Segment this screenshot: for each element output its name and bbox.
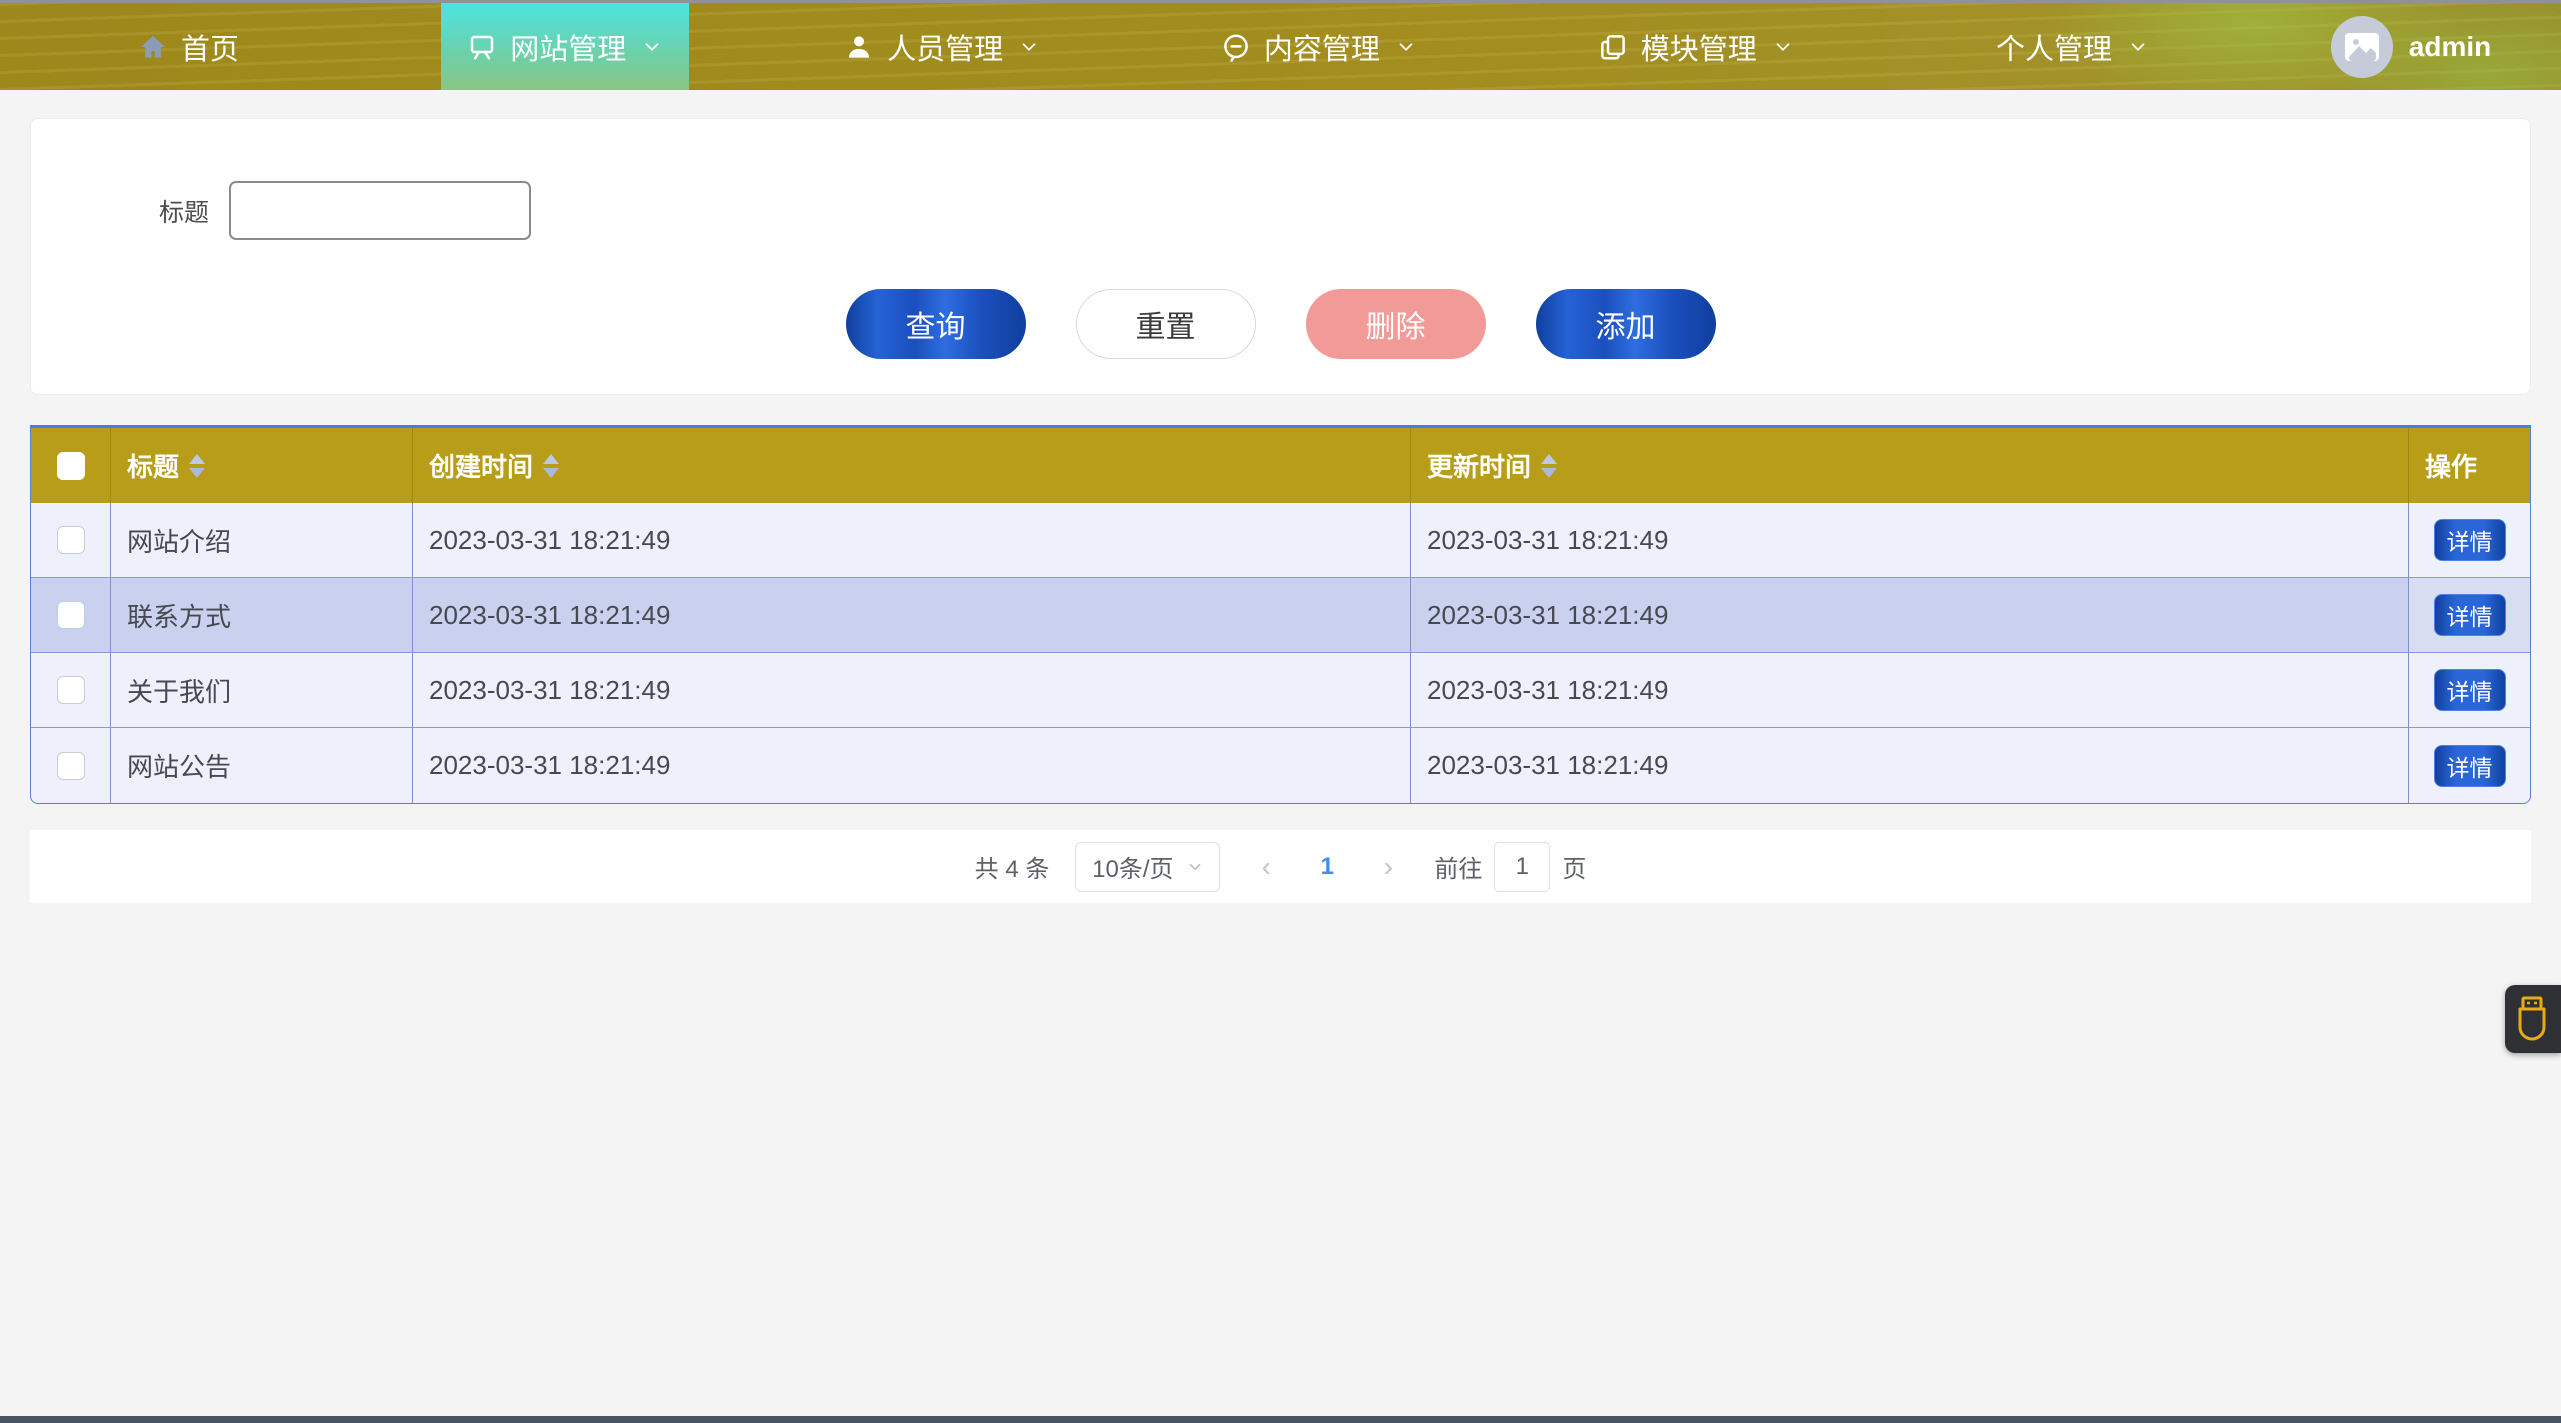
mouse-widget-button[interactable]: [2505, 985, 2561, 1053]
chevron-down-icon: [641, 36, 663, 58]
search-card: 标题 查询 重置 删除 添加: [30, 118, 2531, 395]
table-header-row: 标题 创建时间 更新时间 操作: [31, 428, 2530, 503]
nav-label-module-management: 模块管理: [1640, 33, 1757, 66]
comment-icon: [1221, 32, 1251, 62]
goto-page-input[interactable]: [1494, 841, 1551, 892]
detail-button[interactable]: 详情: [2433, 519, 2506, 561]
table-row[interactable]: 网站介绍 2023-03-31 18:21:49 2023-03-31 18:21:…: [31, 503, 2530, 578]
row-checkbox[interactable]: [56, 601, 85, 629]
page-number-1[interactable]: 1: [1320, 852, 1335, 880]
nav-item-home[interactable]: 首页: [0, 3, 377, 90]
nav-label-site-management: 网站管理: [510, 33, 627, 66]
goto-label: 前往: [1434, 856, 1483, 883]
column-header-title[interactable]: 标题: [111, 428, 413, 503]
column-header-updated[interactable]: 更新时间: [1411, 428, 2409, 503]
nav-item-site-management[interactable]: 网站管理: [377, 3, 754, 90]
detail-button[interactable]: 详情: [2433, 594, 2506, 636]
nav-item-personnel-management[interactable]: 人员管理: [754, 3, 1131, 90]
reset-button[interactable]: 重置: [1075, 289, 1256, 359]
nav-item-content-management[interactable]: 内容管理: [1130, 3, 1507, 90]
total-count-label: 共 4 条: [974, 856, 1050, 883]
board-icon: [467, 32, 497, 62]
chevron-down-icon: [1395, 36, 1417, 58]
table-row[interactable]: 联系方式 2023-03-31 18:21:49 2023-03-31 18:21:…: [31, 578, 2530, 653]
chevron-down-icon: [1189, 863, 1200, 871]
row-checkbox[interactable]: [56, 751, 85, 780]
row-created-cell: 2023-03-31 18:21:49: [413, 503, 1411, 578]
row-created-cell: 2023-03-31 18:21:49: [413, 728, 1411, 803]
navbar: 首页 网站管理 人员: [0, 0, 2561, 90]
chevron-down-icon: [1772, 36, 1794, 58]
nav-items: 首页 网站管理 人员: [0, 3, 2261, 90]
row-title-cell: 联系方式: [111, 578, 413, 653]
chevron-down-icon: [1018, 36, 1040, 58]
page-suffix-label: 页: [1562, 856, 1587, 883]
sort-icon[interactable]: [1541, 453, 1558, 478]
prev-page-button[interactable]: ‹: [1261, 850, 1271, 882]
add-button[interactable]: 添加: [1535, 289, 1716, 359]
next-page-button[interactable]: ›: [1383, 850, 1393, 882]
nav-label-personal-management: 个人管理: [1996, 33, 2113, 66]
row-updated-cell: 2023-03-31 18:21:49: [1411, 653, 2409, 728]
row-checkbox[interactable]: [56, 526, 85, 554]
table-body: 网站介绍 2023-03-31 18:21:49 2023-03-31 18:21:…: [31, 503, 2530, 803]
mouse-icon: [2518, 996, 2546, 1041]
nav-label-personnel-management: 人员管理: [887, 33, 1004, 66]
detail-button[interactable]: 详情: [2433, 744, 2506, 787]
copy-icon: [1598, 32, 1628, 62]
column-header-actions: 操作: [2425, 452, 2478, 482]
chevron-down-icon: [2127, 36, 2149, 58]
row-created-cell: 2023-03-31 18:21:49: [413, 653, 1411, 728]
nav-label-home: 首页: [180, 33, 239, 66]
row-updated-cell: 2023-03-31 18:21:49: [1411, 503, 2409, 578]
bottom-bar: [0, 1416, 2561, 1423]
home-icon: [138, 32, 168, 62]
title-input[interactable]: [229, 181, 532, 240]
nav-label-content-management: 内容管理: [1263, 33, 1380, 66]
row-title-cell: 关于我们: [111, 653, 413, 728]
username-label: admin: [2408, 30, 2492, 62]
avatar: [2330, 15, 2393, 78]
data-table: 标题 创建时间 更新时间 操作 网站介绍 2023-03-31 18:21:49 2…: [30, 425, 2531, 804]
sort-icon[interactable]: [189, 453, 206, 478]
title-label: 标题: [159, 198, 210, 227]
query-button[interactable]: 查询: [845, 289, 1026, 359]
table-row[interactable]: 网站公告 2023-03-31 18:21:49 2023-03-31 18:21:…: [31, 728, 2530, 803]
row-checkbox[interactable]: [56, 676, 85, 704]
detail-button[interactable]: 详情: [2433, 669, 2506, 711]
user-icon: [844, 32, 874, 62]
nav-item-module-management[interactable]: 模块管理: [1507, 3, 1884, 90]
row-title-cell: 网站公告: [111, 728, 413, 803]
sort-icon[interactable]: [543, 453, 560, 478]
nav-item-personal-management[interactable]: 个人管理: [1884, 3, 2261, 90]
select-all-checkbox[interactable]: [56, 451, 85, 480]
row-updated-cell: 2023-03-31 18:21:49: [1411, 728, 2409, 803]
pagination-bar: 共 4 条 10条/页 ‹ 1 › 前往 页: [30, 830, 2531, 903]
column-header-created[interactable]: 创建时间: [413, 428, 1411, 503]
row-title-cell: 网站介绍: [111, 503, 413, 578]
page-size-select[interactable]: 10条/页: [1075, 841, 1221, 892]
row-created-cell: 2023-03-31 18:21:49: [413, 578, 1411, 653]
delete-button[interactable]: 删除: [1305, 289, 1486, 359]
row-updated-cell: 2023-03-31 18:21:49: [1411, 578, 2409, 653]
user-menu[interactable]: admin: [2261, 3, 2561, 90]
table-row[interactable]: 关于我们 2023-03-31 18:21:49 2023-03-31 18:21:…: [31, 653, 2530, 728]
